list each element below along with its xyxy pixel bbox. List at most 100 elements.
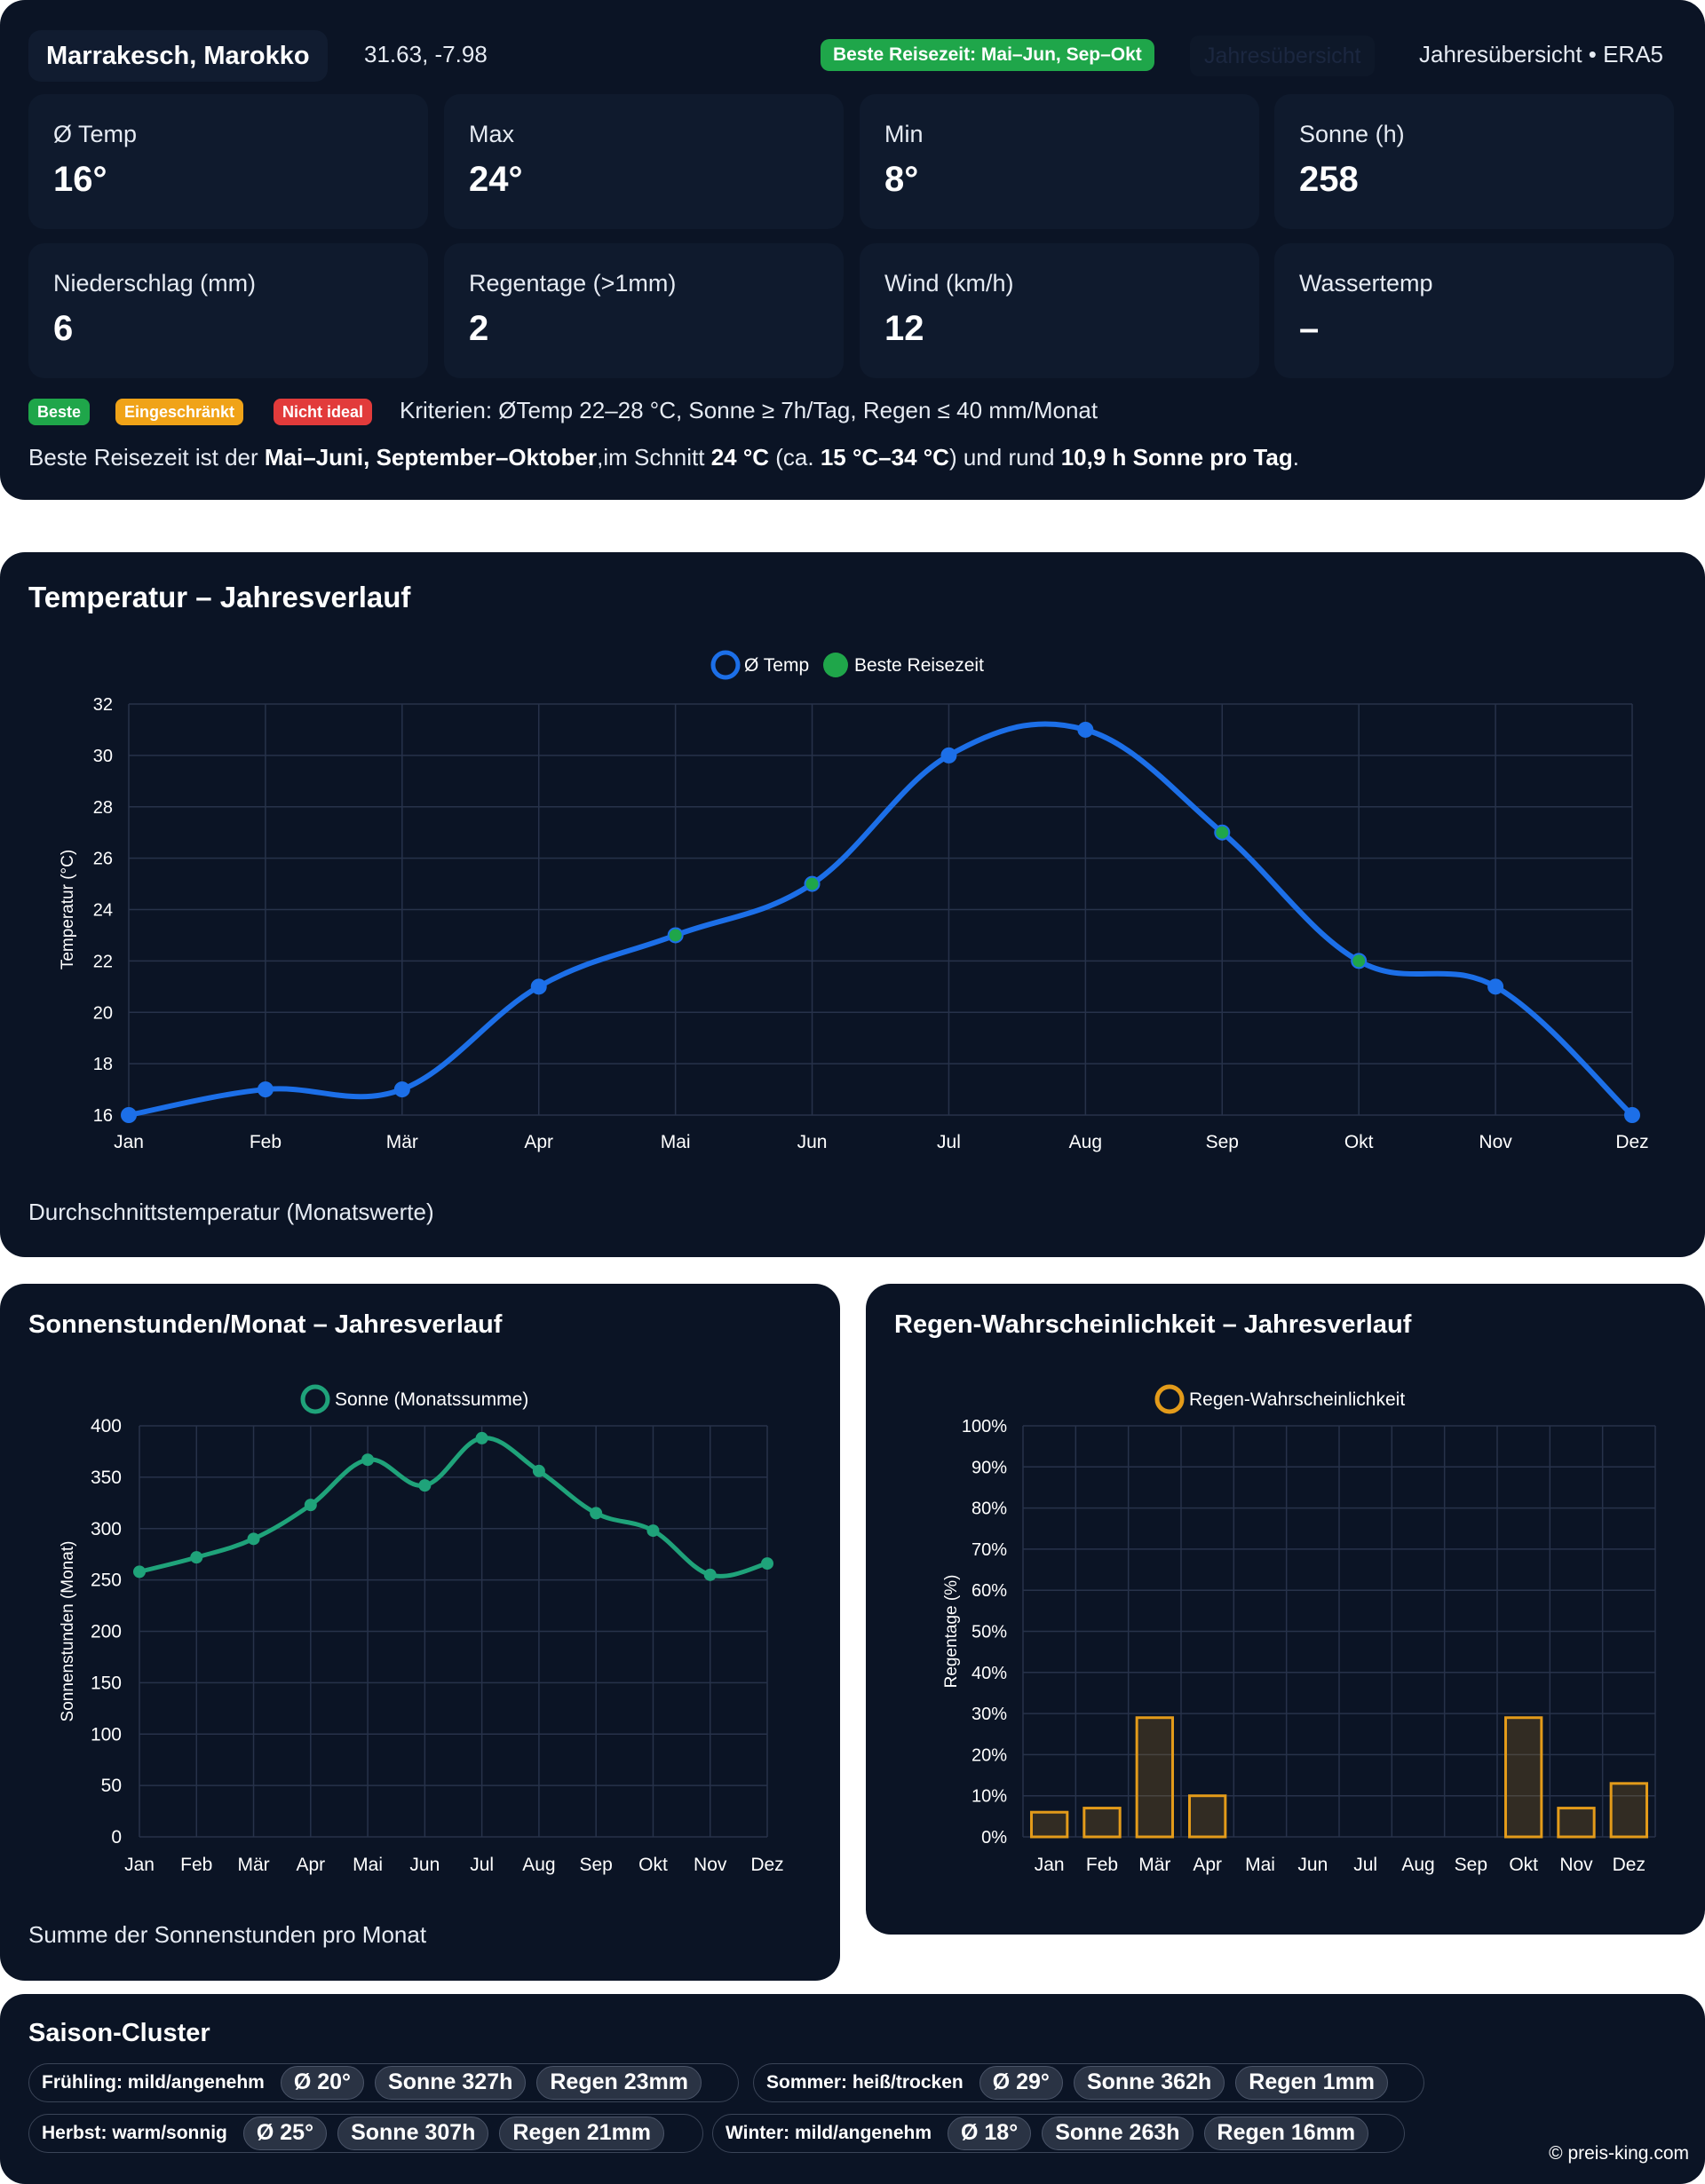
season-sun-chip: Sonne 327h [375,2066,527,2100]
season-winter: Winter: mild/angenehm Ø 18° Sonne 263h R… [712,2114,1405,2153]
season-title: Saison-Cluster [28,2019,210,2047]
x-tick-label: Jun [409,1855,440,1875]
season-label: Frühling: mild/angenehm [42,2072,265,2093]
sunshine-chart: 0 50 100 150 200 250 300 350 400 Jan Feb Mär Apr Mai J… [59,1384,784,1875]
x-tick-label: Mai [1245,1855,1275,1875]
season-temp-chip: Ø 18° [948,2117,1032,2150]
x-tick-label: Mär [386,1132,418,1152]
y-tick-label: 26 [93,850,113,869]
season-label: Sommer: heiß/trocken [766,2072,964,2093]
overview-tab[interactable]: Jahresübersicht [1190,36,1376,76]
best-travel-badge: Beste Reisezeit: Mai–Jun, Sep–Okt [821,39,1154,71]
sunshine-point [361,1453,375,1467]
y-tick-label: 150 [91,1673,122,1693]
season-spring: Frühling: mild/angenehm Ø 20° Sonne 327h… [28,2063,739,2102]
season-rain-chip: Regen 21mm [499,2117,665,2150]
x-tick-label: Dez [750,1855,783,1875]
sunshine-point [703,1568,717,1581]
temperature-point [1624,1107,1640,1123]
y-tick-label: 90% [971,1458,1007,1477]
x-tick-label: Okt [1509,1855,1538,1875]
season-rain-chip: Regen 1mm [1235,2066,1388,2100]
stat-wind: Wind (km/h) 12 [860,243,1259,378]
season-label: Winter: mild/angenehm [726,2123,932,2143]
x-tick-label: Jan [124,1855,155,1875]
x-tick-label: Sep [1206,1132,1239,1152]
stat-label: Ø Temp [53,121,138,147]
season-autumn: Herbst: warm/sonnig Ø 25° Sonne 307h Reg… [28,2114,703,2153]
stat-value: – [1299,309,1320,348]
season-summer: Sommer: heiß/trocken Ø 29° Sonne 362h Re… [753,2063,1424,2102]
season-temp-chip: Ø 29° [979,2066,1063,2100]
temperature-chart: 16 18 20 22 24 26 28 30 32 Jan Feb Mär Apr Mai Jun Jul A… [59,650,1649,1152]
x-tick-label: Jul [1353,1855,1377,1875]
sunshine-point [590,1507,603,1520]
x-tick-label: Dez [1615,1132,1648,1152]
y-tick-label: 18 [93,1055,113,1074]
x-tick-label: Mai [661,1132,691,1152]
rain-bar [1557,1807,1596,1839]
y-tick-label: 80% [971,1500,1007,1519]
legend-rain-marker [1154,1384,1185,1414]
legend-temp-label: Ø Temp [744,655,809,676]
season-temp-chip: Ø 20° [280,2066,365,2100]
coordinates: 31.63, -7.98 [364,41,488,67]
y-tick-label: 350 [91,1468,122,1488]
rain-bar [1187,1794,1227,1839]
y-tick-label: 60% [971,1581,1007,1601]
temperature-point [940,747,957,764]
temperature-caption: Durchschnittstemperatur (Monatswerte) [28,1199,434,1225]
y-tick-label: 300 [91,1519,122,1539]
y-tick-label: 40% [971,1664,1007,1683]
stat-label: Niederschlag (mm) [53,270,257,297]
stat-rain-days: Regentage (>1mm) 2 [444,243,844,378]
stat-label: Max [469,121,515,147]
y-tick-label: 16 [93,1106,113,1126]
x-tick-label: Aug [1401,1855,1434,1875]
best-month-point [804,875,821,892]
stat-value: 24° [469,160,523,199]
x-tick-label: Nov [1479,1132,1512,1152]
y-tick-label: 20% [971,1745,1007,1765]
x-tick-label: Feb [1086,1855,1118,1875]
y-tick-label: 32 [93,695,113,715]
x-tick-label: Mär [237,1855,269,1875]
sunshine-point [475,1431,488,1444]
x-tick-label: Jun [1297,1855,1328,1875]
x-tick-label: Feb [250,1132,282,1152]
x-tick-label: Aug [522,1855,555,1875]
stat-min-temp: Min 8° [860,94,1259,229]
sunshine-point [646,1524,660,1538]
stat-value: 6 [53,309,74,348]
stat-label: Min [884,121,924,147]
temperature-point [121,1107,137,1123]
x-tick-label: Mai [353,1855,383,1875]
season-temp-chip: Ø 25° [242,2117,328,2150]
legend-not-ideal-badge: Nicht ideal [274,399,373,425]
sunshine-point [190,1551,203,1564]
rain-bar [1082,1807,1122,1839]
sunshine-caption: Summe der Sonnenstunden pro Monat [28,1921,427,1948]
y-tick-label: 20 [93,1003,113,1023]
legend-limited-badge: Eingeschränkt [115,399,244,425]
legend-sun-marker [300,1384,330,1414]
season-sun-chip: Sonne 362h [1073,2066,1225,2100]
stat-label: Wind (km/h) [884,270,1014,297]
legend-best-badge: Beste [28,399,91,425]
y-tick-label: 0% [981,1828,1007,1848]
stat-value: 12 [884,309,924,348]
x-tick-label: Apr [296,1855,325,1875]
x-tick-label: Mär [1138,1855,1170,1875]
y-tick-label: 50% [971,1623,1007,1642]
season-sun-chip: Sonne 307h [337,2117,489,2150]
sunshine-point [532,1464,545,1477]
sunshine-point [418,1479,432,1492]
sunshine-point [247,1532,260,1546]
temperature-line [128,721,1635,1118]
legend-sun-label: Sonne (Monatssumme) [335,1389,528,1410]
rain-bar [1503,1716,1543,1839]
y-tick-label: 30 [93,747,113,766]
x-tick-label: Dez [1613,1855,1646,1875]
stat-precipitation: Niederschlag (mm) 6 [28,243,428,378]
criteria-text: Kriterien: ØTemp 22–28 °C, Sonne ≥ 7h/Ta… [400,397,1098,423]
